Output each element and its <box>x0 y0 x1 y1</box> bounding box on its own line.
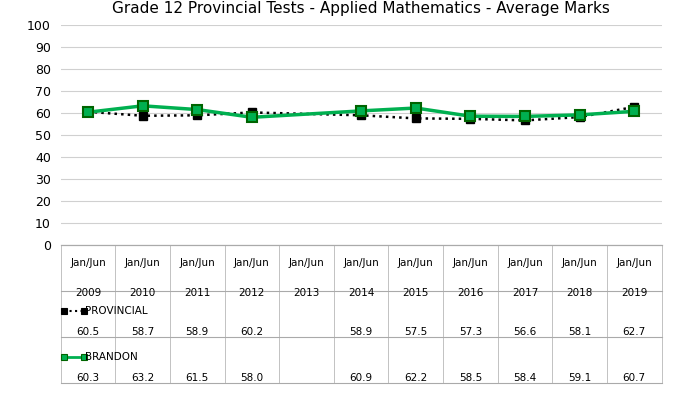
Text: 60.3: 60.3 <box>76 373 100 383</box>
Text: 2015: 2015 <box>402 288 429 298</box>
Text: 61.5: 61.5 <box>186 373 209 383</box>
Text: 2013: 2013 <box>294 288 320 298</box>
Text: PROVINCIAL: PROVINCIAL <box>85 306 147 316</box>
Text: 60.5: 60.5 <box>76 327 100 337</box>
Text: 60.7: 60.7 <box>622 373 646 383</box>
Text: BRANDON: BRANDON <box>85 352 138 362</box>
Title: Grade 12 Provincial Tests - Applied Mathematics - Average Marks: Grade 12 Provincial Tests - Applied Math… <box>112 1 610 16</box>
Text: Jan/Jun: Jan/Jun <box>289 258 325 268</box>
Text: 2011: 2011 <box>184 288 211 298</box>
Text: 63.2: 63.2 <box>131 373 155 383</box>
Text: 56.6: 56.6 <box>514 327 537 337</box>
Text: 60.9: 60.9 <box>350 373 373 383</box>
Text: 2018: 2018 <box>566 288 593 298</box>
Text: 2016: 2016 <box>457 288 483 298</box>
Text: Jan/Jun: Jan/Jun <box>234 258 270 268</box>
Text: 57.3: 57.3 <box>459 327 482 337</box>
Text: 58.7: 58.7 <box>131 327 155 337</box>
Text: 58.1: 58.1 <box>568 327 591 337</box>
Text: 59.1: 59.1 <box>568 373 591 383</box>
Text: Jan/Jun: Jan/Jun <box>70 258 106 268</box>
Text: Jan/Jun: Jan/Jun <box>180 258 215 268</box>
Text: Jan/Jun: Jan/Jun <box>398 258 433 268</box>
Text: 62.2: 62.2 <box>404 373 427 383</box>
Text: 2009: 2009 <box>75 288 101 298</box>
Text: 58.9: 58.9 <box>186 327 209 337</box>
Text: 60.2: 60.2 <box>240 327 263 337</box>
Text: 62.7: 62.7 <box>622 327 646 337</box>
Text: 58.5: 58.5 <box>459 373 482 383</box>
Text: 2014: 2014 <box>348 288 375 298</box>
Text: 2012: 2012 <box>239 288 265 298</box>
Text: 58.0: 58.0 <box>240 373 263 383</box>
Text: Jan/Jun: Jan/Jun <box>452 258 488 268</box>
Text: Jan/Jun: Jan/Jun <box>562 258 597 268</box>
Text: 58.4: 58.4 <box>514 373 537 383</box>
Text: 2017: 2017 <box>512 288 538 298</box>
Text: Jan/Jun: Jan/Jun <box>507 258 543 268</box>
Text: Jan/Jun: Jan/Jun <box>616 258 652 268</box>
Text: 57.5: 57.5 <box>404 327 427 337</box>
Text: 2010: 2010 <box>130 288 156 298</box>
Text: Jan/Jun: Jan/Jun <box>125 258 161 268</box>
Text: Jan/Jun: Jan/Jun <box>344 258 379 268</box>
Text: 2019: 2019 <box>621 288 647 298</box>
Text: 58.9: 58.9 <box>350 327 373 337</box>
